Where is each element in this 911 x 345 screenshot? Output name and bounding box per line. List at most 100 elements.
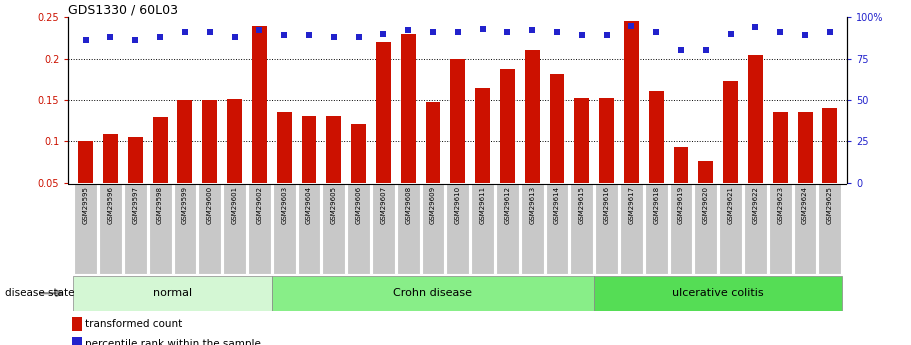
Bar: [103, 134, 118, 183]
FancyBboxPatch shape: [322, 184, 345, 274]
FancyBboxPatch shape: [298, 184, 321, 274]
Bar: [773, 112, 788, 183]
Text: GSM29607: GSM29607: [381, 186, 386, 224]
Text: GSM29621: GSM29621: [728, 186, 733, 224]
Text: GSM29620: GSM29620: [702, 186, 709, 224]
FancyBboxPatch shape: [570, 184, 593, 274]
Point: [227, 34, 241, 40]
Bar: [549, 73, 565, 183]
FancyBboxPatch shape: [422, 184, 445, 274]
Point: [376, 31, 391, 37]
Point: [599, 33, 614, 38]
FancyBboxPatch shape: [271, 276, 594, 310]
Bar: [351, 124, 366, 183]
FancyBboxPatch shape: [347, 184, 370, 274]
Point: [202, 29, 217, 35]
Text: GSM29603: GSM29603: [281, 186, 287, 224]
Text: GSM29623: GSM29623: [777, 186, 783, 224]
FancyBboxPatch shape: [372, 184, 394, 274]
FancyBboxPatch shape: [148, 184, 171, 274]
Text: GSM29618: GSM29618: [653, 186, 660, 224]
Text: GSM29599: GSM29599: [182, 186, 188, 224]
Text: GSM29624: GSM29624: [802, 186, 808, 224]
Bar: [649, 91, 664, 183]
Bar: [178, 100, 192, 183]
Bar: [723, 81, 738, 183]
Text: GSM29604: GSM29604: [306, 186, 312, 224]
Bar: [277, 112, 292, 183]
Bar: [202, 100, 217, 183]
FancyBboxPatch shape: [471, 184, 494, 274]
Text: GSM29622: GSM29622: [752, 186, 759, 224]
Point: [823, 29, 837, 35]
Point: [549, 29, 564, 35]
Bar: [574, 98, 589, 183]
FancyBboxPatch shape: [670, 184, 692, 274]
Text: GSM29612: GSM29612: [505, 186, 510, 224]
Text: GSM29602: GSM29602: [256, 186, 262, 224]
Text: GSM29614: GSM29614: [554, 186, 560, 224]
FancyBboxPatch shape: [446, 184, 469, 274]
Point: [128, 38, 143, 43]
FancyBboxPatch shape: [521, 184, 544, 274]
FancyBboxPatch shape: [719, 184, 742, 274]
FancyBboxPatch shape: [248, 184, 271, 274]
Text: GSM29616: GSM29616: [604, 186, 609, 224]
Text: transformed count: transformed count: [86, 319, 183, 329]
Text: GSM29596: GSM29596: [107, 186, 114, 224]
Bar: [748, 55, 763, 183]
Point: [575, 33, 589, 38]
FancyBboxPatch shape: [124, 184, 147, 274]
Point: [723, 31, 738, 37]
Text: disease state: disease state: [5, 288, 74, 298]
Text: GSM29605: GSM29605: [331, 186, 337, 224]
FancyBboxPatch shape: [73, 276, 271, 310]
Bar: [227, 99, 242, 183]
Point: [748, 24, 763, 30]
Text: Crohn disease: Crohn disease: [394, 288, 473, 298]
Bar: [251, 26, 267, 183]
Bar: [425, 102, 440, 183]
Bar: [326, 116, 342, 183]
Point: [500, 29, 515, 35]
Bar: [525, 50, 539, 183]
FancyBboxPatch shape: [546, 184, 568, 274]
FancyBboxPatch shape: [99, 184, 122, 274]
Bar: [376, 42, 391, 183]
Bar: [500, 69, 515, 183]
Point: [401, 28, 415, 33]
Point: [352, 34, 366, 40]
Point: [78, 38, 93, 43]
Bar: [72, 337, 82, 345]
Point: [773, 29, 787, 35]
Bar: [153, 117, 168, 183]
Bar: [798, 112, 813, 183]
Point: [674, 48, 689, 53]
Bar: [624, 21, 639, 183]
Bar: [599, 98, 614, 183]
Bar: [476, 88, 490, 183]
FancyBboxPatch shape: [199, 184, 221, 274]
Text: GSM29615: GSM29615: [578, 186, 585, 224]
Text: GSM29619: GSM29619: [678, 186, 684, 224]
FancyBboxPatch shape: [595, 184, 618, 274]
Bar: [401, 34, 415, 183]
Text: GSM29610: GSM29610: [455, 186, 461, 224]
Text: GSM29598: GSM29598: [157, 186, 163, 224]
Text: GDS1330 / 60L03: GDS1330 / 60L03: [68, 3, 179, 16]
Bar: [78, 141, 93, 183]
Bar: [673, 147, 689, 183]
Point: [302, 33, 316, 38]
Point: [178, 29, 192, 35]
Point: [252, 28, 267, 33]
FancyBboxPatch shape: [645, 184, 668, 274]
Bar: [450, 59, 466, 183]
Text: GSM29613: GSM29613: [529, 186, 535, 224]
Text: GSM29595: GSM29595: [83, 186, 88, 224]
Bar: [72, 317, 82, 331]
Bar: [699, 161, 713, 183]
Point: [326, 34, 341, 40]
Point: [450, 29, 465, 35]
FancyBboxPatch shape: [793, 184, 816, 274]
FancyBboxPatch shape: [744, 184, 767, 274]
